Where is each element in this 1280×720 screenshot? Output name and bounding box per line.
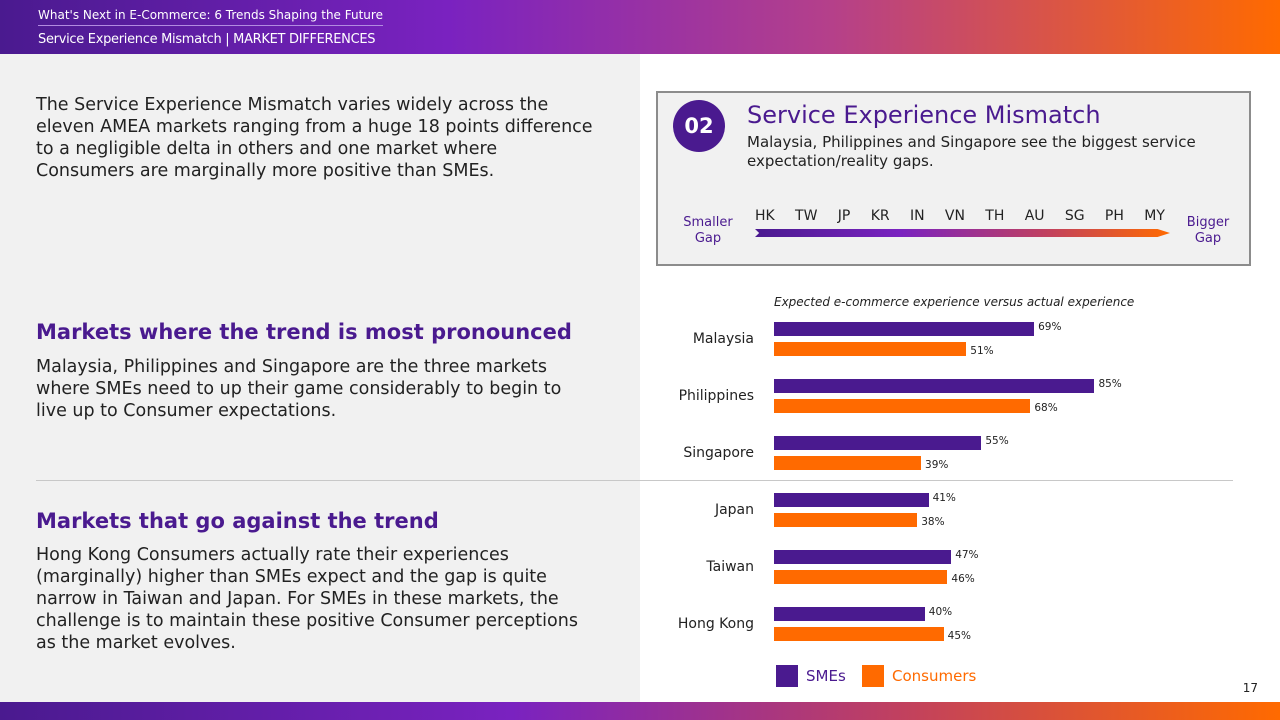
market-code: IN (909, 208, 925, 224)
report-title: What's Next in E-Commerce: 6 Trends Shap… (38, 8, 383, 26)
gap-scale-arrow (755, 229, 1170, 237)
bar-smes (774, 550, 952, 564)
market-code: TW (795, 208, 818, 224)
data-label: 39% (925, 459, 949, 471)
section1-heading: Markets where the trend is most pronounc… (36, 320, 572, 344)
bar-smes (774, 607, 925, 621)
category-label: Hong Kong (677, 616, 754, 632)
legend-smes: SMEs (776, 665, 846, 687)
category-label: Philippines (678, 388, 754, 404)
legend-swatch-smes (776, 665, 798, 687)
bar-smes (774, 436, 982, 450)
section2-text: Hong Kong Consumers actually rate their … (36, 545, 578, 653)
data-label: 46% (951, 573, 975, 585)
market-code: HK (755, 208, 775, 224)
chart-title: Expected e-commerce experience versus ac… (774, 295, 1135, 309)
bigger-gap-label: Bigger Gap (1186, 215, 1230, 246)
trend-subtitle: Malaysia, Philippines and Singapore see … (747, 133, 1196, 170)
header-banner: What's Next in E-Commerce: 6 Trends Shap… (0, 0, 1280, 54)
footer-bar (0, 702, 1280, 720)
category-label: Taiwan (706, 559, 754, 575)
data-label: 38% (921, 516, 945, 528)
bar-consumers (774, 399, 1031, 413)
bar-consumers (774, 513, 918, 527)
market-code: TH (985, 208, 1005, 224)
legend-label-consumers: Consumers (892, 667, 977, 685)
market-code: AU (1024, 208, 1045, 224)
market-code: KR (870, 208, 890, 224)
trend-summary-box: 02 Service Experience Mismatch Malaysia,… (656, 91, 1251, 266)
bar-consumers (774, 570, 948, 584)
bar-smes (774, 379, 1095, 393)
legend-consumers: Consumers (862, 665, 976, 687)
smaller-gap-label: Smaller Gap (683, 215, 733, 246)
data-label: 41% (932, 492, 956, 504)
data-label: 68% (1034, 402, 1058, 414)
section2-heading: Markets that go against the trend (36, 509, 439, 533)
legend-label-smes: SMEs (806, 667, 846, 685)
section-title: Service Experience Mismatch | MARKET DIF… (38, 32, 376, 47)
data-label: 47% (955, 549, 979, 561)
market-codes: HK TW JP KR IN VN TH AU SG PH MY (755, 208, 1165, 224)
left-panel (0, 54, 640, 702)
market-code: SG (1064, 208, 1085, 224)
trend-number-badge: 02 (673, 100, 725, 152)
page-number: 17 (1242, 681, 1258, 695)
category-label: Singapore (683, 445, 754, 461)
data-label: 40% (928, 606, 953, 618)
market-code: JP (837, 208, 851, 224)
bar-consumers (774, 342, 967, 356)
data-label: 85% (1098, 378, 1122, 390)
bar-consumers (774, 456, 922, 470)
market-code: PH (1104, 208, 1124, 224)
bar-smes (774, 322, 1035, 336)
trend-title: Service Experience Mismatch (747, 101, 1101, 129)
data-label: 45% (947, 630, 971, 642)
divider (36, 480, 1233, 481)
data-label: 69% (1038, 321, 1062, 333)
category-label: Japan (714, 502, 754, 518)
bar-smes (774, 493, 929, 507)
data-label: 55% (985, 435, 1009, 447)
market-code: MY (1144, 208, 1165, 224)
category-label: Malaysia (692, 331, 754, 347)
market-code: VN (944, 208, 965, 224)
section1-text: Malaysia, Philippines and Singapore are … (36, 357, 562, 421)
intro-text: The Service Experience Mismatch varies w… (36, 95, 593, 181)
bar-consumers (774, 627, 944, 641)
data-label: 51% (970, 345, 994, 357)
legend-swatch-consumers (862, 665, 884, 687)
